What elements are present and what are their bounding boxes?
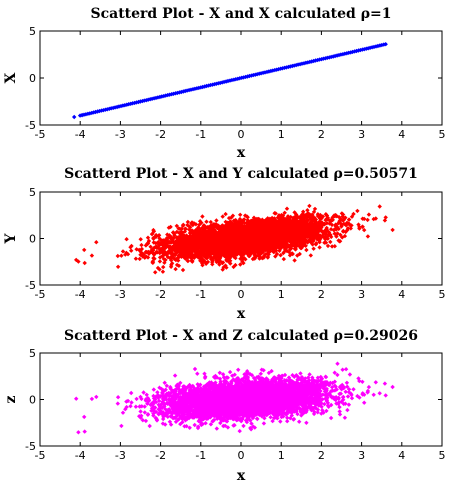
- data-point: [364, 46, 369, 51]
- data-point: [72, 114, 77, 120]
- data-point: [307, 59, 312, 65]
- data-point: [377, 204, 382, 209]
- data-point: [136, 99, 141, 105]
- data-point: [323, 56, 328, 61]
- data-point: [292, 210, 297, 215]
- x-tick-label: 5: [439, 128, 446, 141]
- x-tick-label: -5: [35, 128, 46, 141]
- data-point: [194, 86, 200, 91]
- data-point: [185, 219, 191, 225]
- data-point: [188, 87, 194, 92]
- data-point: [134, 100, 139, 105]
- data-point: [171, 91, 176, 96]
- data-point: [325, 55, 330, 60]
- x-tick-label: 3: [358, 128, 365, 141]
- data-point: [114, 104, 120, 110]
- x-tick-label: -4: [75, 128, 86, 141]
- x-tick-label: -3: [115, 128, 126, 141]
- data-point: [111, 105, 116, 111]
- data-point: [160, 269, 166, 274]
- chart-title: Scatterd Plot - X and X calculated ρ=1: [90, 6, 391, 22]
- x-tick-label: -1: [195, 128, 206, 141]
- data-point: [373, 44, 379, 49]
- data-points: [72, 42, 388, 120]
- data-point: [325, 243, 331, 249]
- data-point: [109, 106, 114, 111]
- data-point: [321, 56, 326, 61]
- data-point: [208, 82, 213, 88]
- data-point: [317, 245, 322, 250]
- data-points: [74, 203, 395, 275]
- data-point: [85, 111, 91, 116]
- data-point: [262, 70, 268, 75]
- x-tick-label: 1: [278, 128, 285, 141]
- data-point: [362, 47, 367, 52]
- data-point: [82, 247, 87, 253]
- x-tick-label: 4: [398, 128, 405, 141]
- data-point: [301, 61, 307, 66]
- data-point: [105, 107, 110, 112]
- x-tick-label: 2: [318, 128, 325, 141]
- data-point: [210, 82, 215, 87]
- data-point: [340, 52, 346, 57]
- data-point: [264, 69, 270, 75]
- data-point: [305, 60, 310, 65]
- data-point: [112, 105, 118, 110]
- data-point: [192, 86, 198, 91]
- data-point: [190, 87, 196, 92]
- data-point: [173, 91, 178, 96]
- data-point: [107, 106, 112, 111]
- y-tick-label: 0: [29, 72, 36, 85]
- data-point: [87, 111, 92, 116]
- data-point: [371, 44, 377, 50]
- data-point: [93, 109, 98, 115]
- data-point: [344, 51, 349, 56]
- data-point: [305, 208, 310, 213]
- data-point: [177, 90, 182, 95]
- data-point: [225, 78, 231, 84]
- y-axis: 5 0 -5: [25, 25, 442, 132]
- data-point: [91, 110, 96, 115]
- data-point: [155, 95, 161, 100]
- data-point: [286, 64, 291, 70]
- data-point: [74, 257, 79, 263]
- y-tick-label: 5: [29, 25, 36, 38]
- data-point: [175, 90, 180, 96]
- data-point: [365, 234, 371, 239]
- data-point: [278, 253, 283, 258]
- data-point: [89, 110, 94, 116]
- data-point: [94, 240, 99, 245]
- data-point: [185, 222, 190, 228]
- data-point: [284, 65, 289, 70]
- x-axis-label: x: [237, 145, 246, 161]
- x-tick-label: -2: [155, 128, 166, 141]
- data-point: [245, 74, 250, 79]
- data-point: [328, 227, 334, 232]
- data-point: [342, 51, 347, 56]
- scatter-panel-1: -5 -4 -3 -2 -1 0 1 2 3 4 5 5 0 -5 Scatterd Plot - X an…: [3, 6, 446, 161]
- x-tick-label: 0: [238, 128, 245, 141]
- data-point: [282, 65, 287, 70]
- data-point: [77, 113, 83, 118]
- data-point: [83, 112, 89, 117]
- x-axis: -5 -4 -3 -2 -1 0 1 2 3 4 5: [35, 31, 446, 141]
- data-point: [82, 260, 87, 266]
- data-point: [95, 109, 100, 114]
- data-point: [327, 55, 332, 60]
- data-point: [227, 78, 233, 83]
- data-point: [303, 60, 309, 65]
- data-point: [238, 212, 243, 217]
- data-point: [319, 57, 324, 62]
- data-point: [153, 95, 159, 101]
- data-point: [76, 259, 81, 264]
- y-tick-label: -5: [25, 119, 36, 132]
- y-axis-label: X: [3, 72, 19, 83]
- data-point: [280, 66, 285, 71]
- data-point: [299, 61, 305, 66]
- data-point: [383, 42, 388, 47]
- data-point: [177, 230, 182, 236]
